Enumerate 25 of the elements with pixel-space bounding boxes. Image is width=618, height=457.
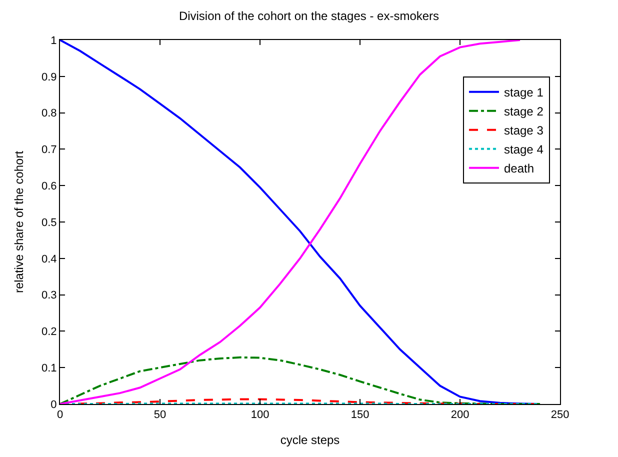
y-tick-label: 0.4 [42,253,57,266]
x-tick-label: 50 [154,409,166,422]
y-tick-label: 0.2 [42,326,57,338]
legend-label: death [504,162,534,176]
x-tick-label: 200 [450,409,470,422]
x-tick-label: 100 [250,409,270,422]
x-axis-title: cycle steps [280,433,340,448]
y-tick-label: 0.9 [42,71,57,84]
y-tick-label: 1 [50,34,57,47]
legend-label: stage 1 [504,86,544,100]
legend-label: stage 3 [504,124,544,138]
y-tick-label: 0.5 [42,216,57,229]
y-tick-label: 0.7 [42,144,57,156]
y-tick-label: 0.1 [42,362,57,374]
legend-label: stage 2 [504,104,544,119]
y-tick-label: 0.8 [42,108,57,120]
x-tick-label: 150 [350,409,370,422]
y-axis-title: relative share of the cohort [12,150,26,294]
y-tick-label: 0 [50,398,57,411]
y-tick-label: 0.6 [42,180,57,192]
line-series [60,356,541,404]
chart-title: Division of the cohort on the stages - ex-smokers [178,8,440,23]
y-tick-label: 0.3 [42,290,57,302]
legend-label: stage 4 [504,142,544,157]
x-tick-label: 250 [550,409,570,422]
